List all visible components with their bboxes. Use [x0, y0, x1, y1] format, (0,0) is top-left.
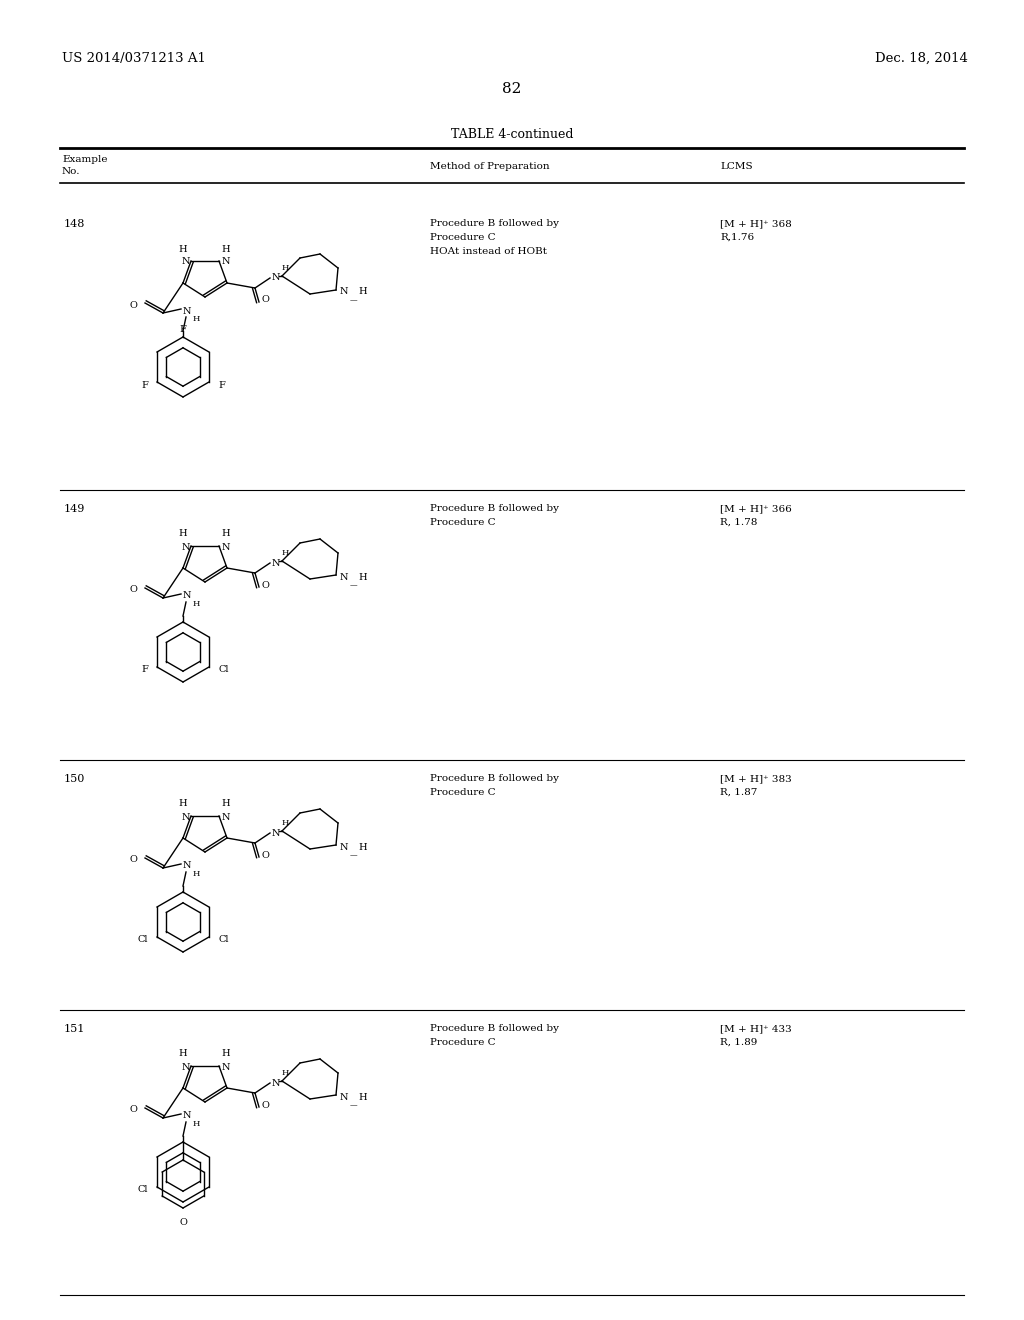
Text: US 2014/0371213 A1: US 2014/0371213 A1 [62, 51, 206, 65]
Text: N: N [340, 573, 348, 582]
Text: N: N [181, 813, 190, 821]
Text: O: O [129, 1106, 137, 1114]
Text: O: O [261, 850, 269, 859]
Text: N: N [183, 862, 191, 870]
Text: H: H [193, 1119, 201, 1129]
Text: H: H [193, 315, 201, 323]
Text: Cl: Cl [137, 936, 147, 945]
Text: F: F [218, 380, 225, 389]
Text: Procedure B followed by: Procedure B followed by [430, 1024, 559, 1034]
Text: Procedure B followed by: Procedure B followed by [430, 774, 559, 783]
Text: R, 1.87: R, 1.87 [720, 788, 758, 797]
Text: Procedure B followed by: Procedure B followed by [430, 504, 559, 513]
Text: H: H [178, 529, 187, 539]
Text: [M + H]⁺ 383: [M + H]⁺ 383 [720, 774, 792, 783]
Text: O: O [261, 1101, 269, 1110]
Text: H: H [221, 529, 229, 539]
Text: O: O [129, 855, 137, 865]
Text: Procedure B followed by: Procedure B followed by [430, 219, 559, 228]
Text: H: H [178, 244, 187, 253]
Text: F: F [179, 325, 186, 334]
Text: TABLE 4-continued: TABLE 4-continued [451, 128, 573, 141]
Text: Cl: Cl [218, 665, 228, 675]
Text: H: H [193, 870, 201, 878]
Text: Cl: Cl [137, 1185, 147, 1195]
Text: Procedure C: Procedure C [430, 788, 496, 797]
Text: O: O [179, 1218, 187, 1228]
Text: H: H [178, 1049, 187, 1059]
Text: F: F [141, 380, 147, 389]
Text: H: H [221, 1049, 229, 1059]
Text: N: N [222, 1063, 230, 1072]
Text: 150: 150 [63, 774, 85, 784]
Text: N: N [340, 842, 348, 851]
Text: N: N [183, 591, 191, 601]
Text: N: N [183, 306, 191, 315]
Text: H: H [282, 264, 290, 272]
Text: N: N [272, 273, 281, 282]
Text: [M + H]⁺ 433: [M + H]⁺ 433 [720, 1024, 792, 1034]
Text: N: N [181, 1063, 190, 1072]
Text: Procedure C: Procedure C [430, 1038, 496, 1047]
Text: H: H [221, 244, 229, 253]
Text: Dec. 18, 2014: Dec. 18, 2014 [874, 51, 968, 65]
Text: N: N [222, 543, 230, 552]
Text: 82: 82 [503, 82, 521, 96]
Text: —: — [350, 581, 357, 589]
Text: H: H [358, 842, 367, 851]
Text: R, 1.78: R, 1.78 [720, 517, 758, 527]
Text: No.: No. [62, 168, 81, 176]
Text: —: — [350, 851, 357, 859]
Text: N: N [222, 813, 230, 821]
Text: N: N [340, 288, 348, 297]
Text: Procedure C: Procedure C [430, 517, 496, 527]
Text: —: — [350, 1101, 357, 1109]
Text: Cl: Cl [218, 936, 228, 945]
Text: [M + H]⁺ 368: [M + H]⁺ 368 [720, 219, 792, 228]
Text: F: F [141, 665, 147, 675]
Text: H: H [358, 288, 367, 297]
Text: R, 1.89: R, 1.89 [720, 1038, 758, 1047]
Text: HOAt instead of HOBt: HOAt instead of HOBt [430, 247, 547, 256]
Text: [M + H]⁺ 366: [M + H]⁺ 366 [720, 504, 792, 513]
Text: O: O [129, 586, 137, 594]
Text: 151: 151 [63, 1024, 85, 1034]
Text: N: N [272, 558, 281, 568]
Text: —: — [350, 296, 357, 304]
Text: H: H [282, 549, 290, 557]
Text: O: O [261, 296, 269, 305]
Text: R,1.76: R,1.76 [720, 234, 754, 242]
Text: 149: 149 [63, 504, 85, 513]
Text: N: N [272, 829, 281, 837]
Text: N: N [222, 257, 230, 267]
Text: H: H [282, 818, 290, 828]
Text: N: N [272, 1078, 281, 1088]
Text: H: H [221, 800, 229, 808]
Text: N: N [181, 257, 190, 267]
Text: H: H [178, 800, 187, 808]
Text: N: N [183, 1111, 191, 1121]
Text: Method of Preparation: Method of Preparation [430, 162, 550, 172]
Text: H: H [358, 1093, 367, 1101]
Text: 148: 148 [63, 219, 85, 228]
Text: N: N [340, 1093, 348, 1101]
Text: H: H [282, 1069, 290, 1077]
Text: LCMS: LCMS [720, 162, 753, 172]
Text: N: N [181, 543, 190, 552]
Text: H: H [358, 573, 367, 582]
Text: Procedure C: Procedure C [430, 234, 496, 242]
Text: O: O [129, 301, 137, 309]
Text: H: H [193, 601, 201, 609]
Text: Example: Example [62, 154, 108, 164]
Text: O: O [261, 581, 269, 590]
